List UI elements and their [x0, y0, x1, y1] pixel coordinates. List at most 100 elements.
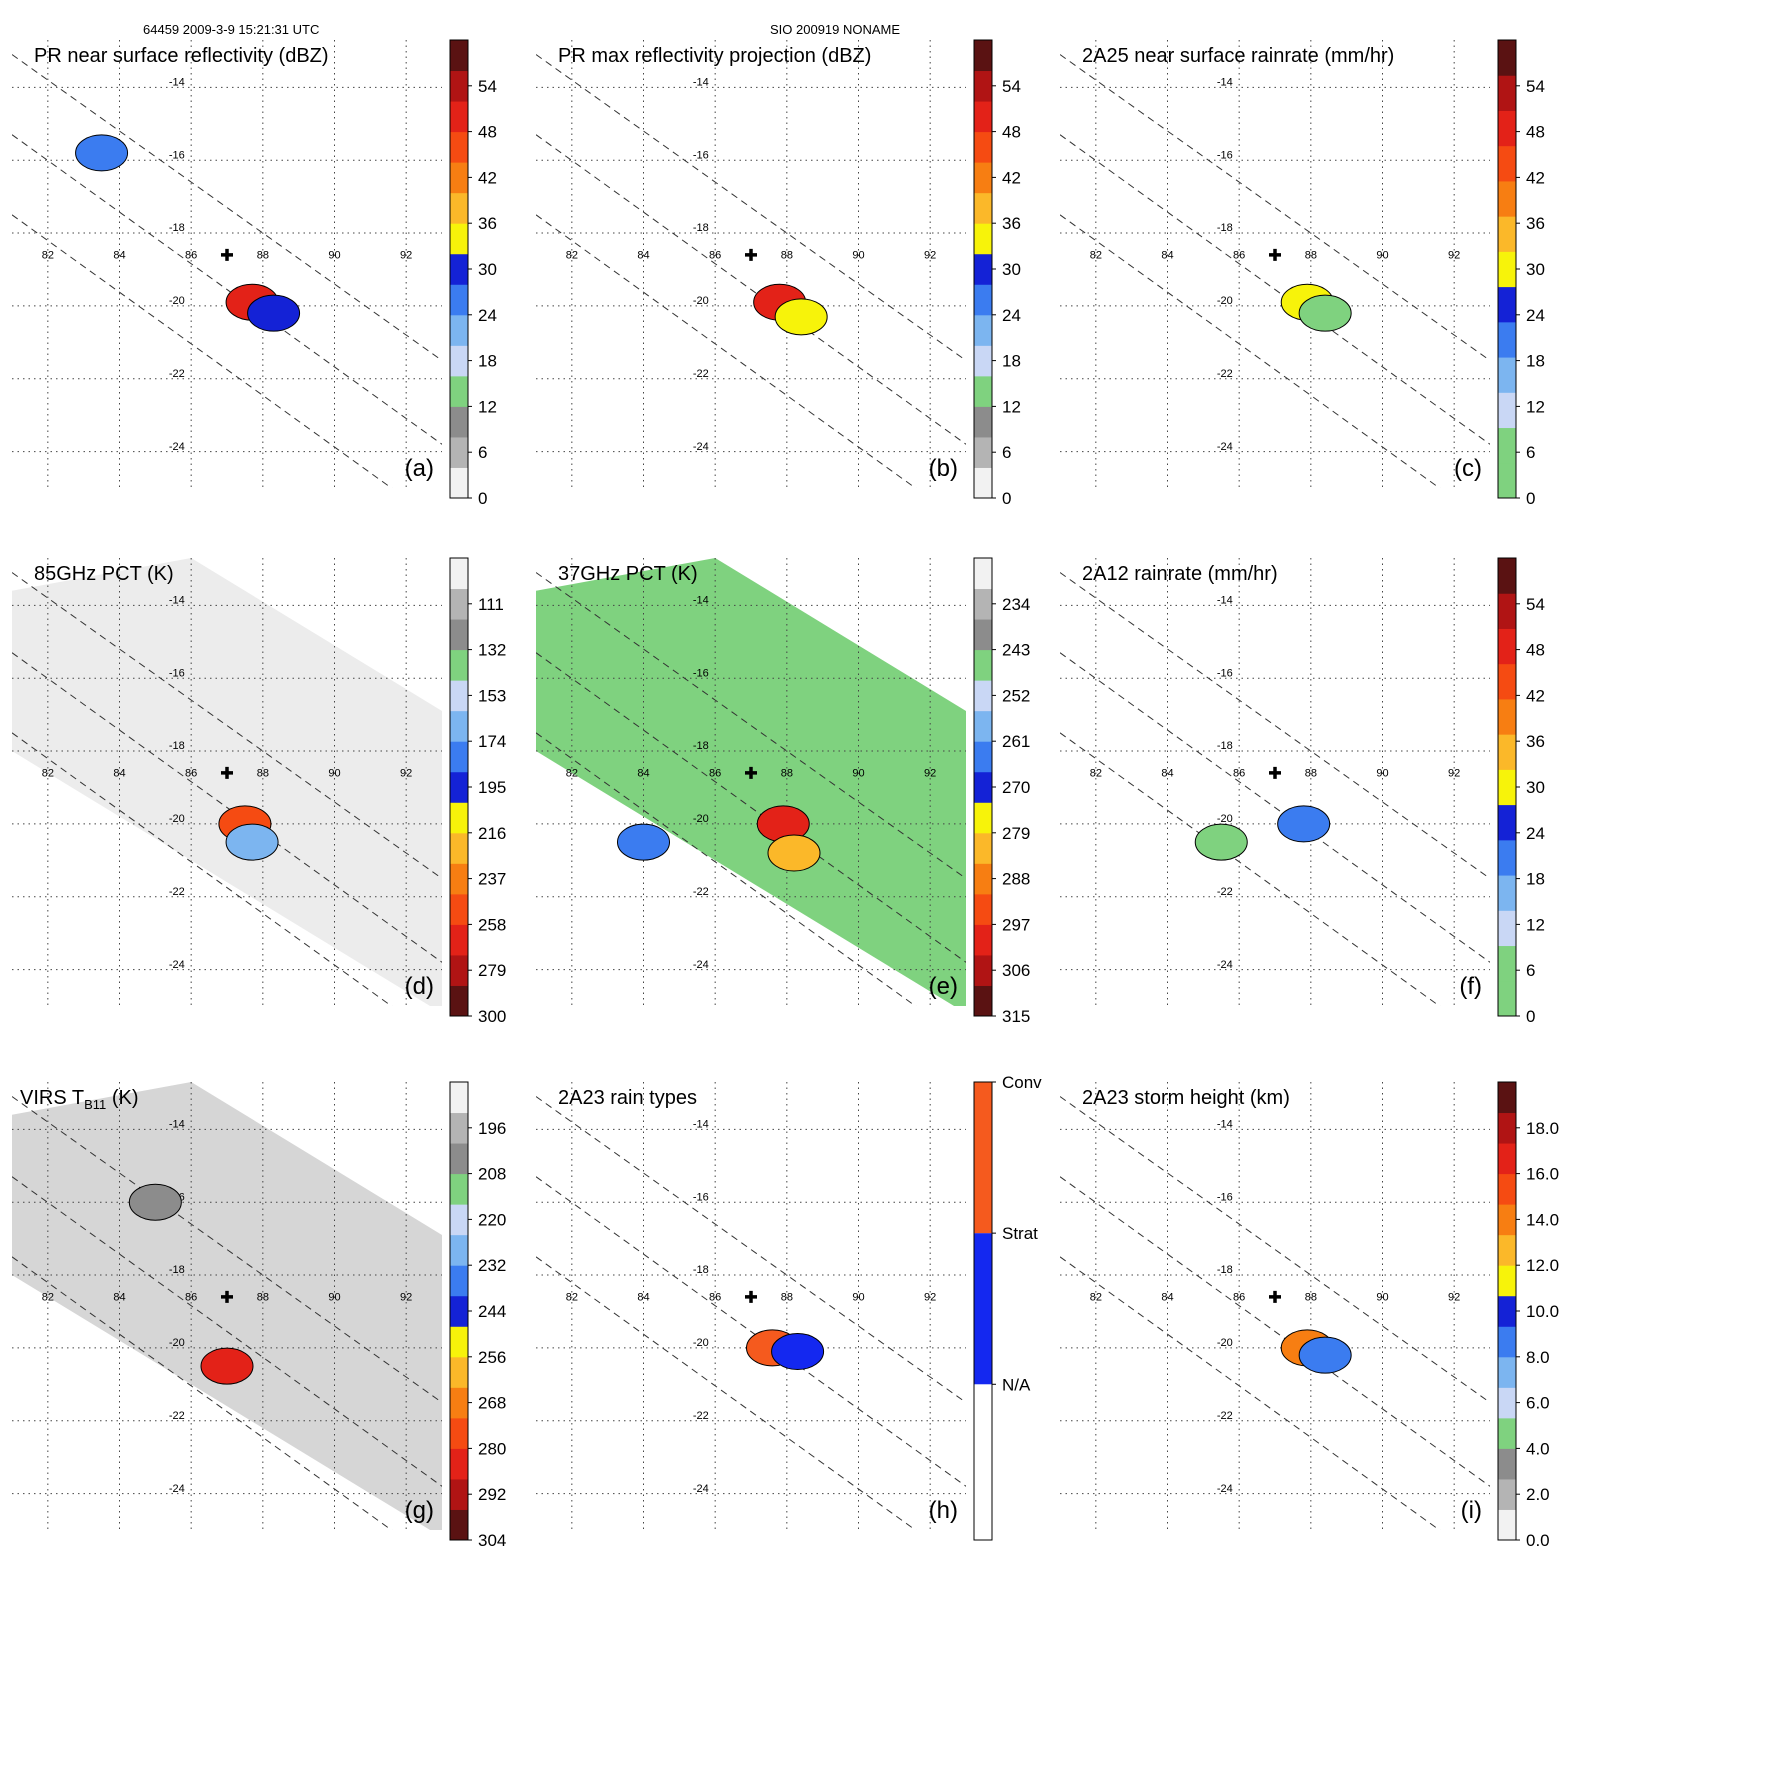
colorbar-tick-label: 4.0 — [1526, 1439, 1550, 1458]
lat-tick-label: -20 — [693, 1337, 709, 1349]
lon-tick-label: 88 — [257, 250, 269, 262]
map-area: 82 84 86 88 90 92 -14 -16 -18 -20 -22 -24 — [536, 40, 966, 488]
colorbar-tick-label: 208 — [478, 1165, 506, 1184]
panel-title: PR max reflectivity projection (dBZ) — [558, 45, 871, 67]
colorbar-tick-label: 10.0 — [1526, 1302, 1559, 1321]
lat-tick-label: -20 — [1217, 813, 1233, 825]
colorbar-segment — [1498, 392, 1516, 429]
colorbar-segment — [974, 1233, 992, 1385]
colorbar-segment — [974, 192, 992, 224]
colorbar-tick-label: N/A — [1002, 1375, 1031, 1394]
lon-tick-label: 92 — [924, 768, 936, 780]
lat-tick-label: -22 — [169, 368, 185, 380]
colorbar-segment — [1498, 321, 1516, 358]
colorbar-segment — [1498, 1448, 1516, 1480]
colorbar-tick-label: 30 — [478, 260, 497, 279]
lon-tick-label: 90 — [852, 250, 864, 262]
colorbar-segment — [450, 588, 468, 620]
lon-tick-label: 82 — [566, 250, 578, 262]
colorbar-tick-label: 111 — [478, 595, 504, 614]
colorbar-segment — [974, 467, 992, 499]
colorbar-tick-label: 36 — [1526, 732, 1545, 751]
colorbar-tick-label: 54 — [478, 77, 497, 96]
swath-edge-line — [12, 732, 393, 1006]
colorbar-segment — [450, 619, 468, 651]
storm-center-marker — [1269, 766, 1281, 779]
colorbar-tick-label: 54 — [1526, 77, 1545, 96]
lon-tick-label: 86 — [709, 250, 721, 262]
panel-title: 2A25 near surface rainrate (mm/hr) — [1082, 45, 1394, 67]
colorbar-segment — [450, 802, 468, 834]
lon-tick-label: 82 — [1090, 250, 1102, 262]
colorbar-segment — [1498, 1509, 1516, 1541]
colorbar-segment — [1498, 734, 1516, 770]
colorbar-segment — [450, 162, 468, 194]
data-point — [1194, 823, 1248, 861]
colorbar-tick-label: 12 — [1526, 397, 1545, 416]
lon-tick-label: 90 — [328, 1292, 340, 1304]
title-main: VIRS T — [20, 1087, 84, 1109]
panel-title: 2A12 rainrate (mm/hr) — [1082, 563, 1278, 585]
colorbar-segment — [1498, 628, 1516, 665]
lat-tick-label: -14 — [1217, 595, 1233, 607]
colorbar-segment — [974, 40, 992, 72]
lon-tick-label: 88 — [1305, 1292, 1317, 1304]
lat-tick-label: -22 — [693, 368, 709, 380]
lon-tick-label: 86 — [1233, 250, 1245, 262]
colorbar-segment — [1498, 1295, 1516, 1327]
colorbar-tick-label: 243 — [1002, 641, 1030, 660]
storm-center-marker — [745, 1290, 757, 1303]
data-point — [200, 1347, 254, 1385]
lon-tick-label: 90 — [328, 768, 340, 780]
colorbar-segment — [450, 1173, 468, 1205]
swath-edge-line — [12, 572, 442, 879]
lon-tick-label: 90 — [852, 1292, 864, 1304]
lon-tick-label: 90 — [1376, 768, 1388, 780]
colorbar-segment — [974, 985, 992, 1017]
colorbar-tick-label: 54 — [1002, 77, 1021, 96]
lon-tick-label: 84 — [1161, 768, 1173, 780]
lon-tick-label: 90 — [1376, 1292, 1388, 1304]
colorbar-segment — [1498, 1204, 1516, 1236]
map-area: 82 84 86 88 90 92 -14 -16 -18 -20 -22 -24 — [12, 558, 442, 1006]
map-area: 82 84 86 88 90 92 -14 -16 -18 -20 -22 -24 — [1060, 558, 1490, 1006]
lat-tick-label: -24 — [693, 1483, 709, 1495]
colorbar-tick-label: 315 — [1002, 1007, 1030, 1026]
orbit-label: 64459 2009-3-9 15:21:31 UTC — [143, 22, 320, 37]
colorbar-segment — [450, 467, 468, 499]
colorbar-tick-label: 220 — [478, 1210, 506, 1229]
colorbar-segment — [974, 345, 992, 377]
lat-tick-label: -14 — [693, 595, 709, 607]
colorbar-tick-label: 306 — [1002, 961, 1030, 980]
colorbar-tick-label: 0 — [1526, 489, 1535, 508]
colorbar-tick-label: 234 — [1002, 595, 1030, 614]
colorbar-segment — [450, 1112, 468, 1144]
colorbar-tick-label: 2.0 — [1526, 1485, 1550, 1504]
colorbar-tick-label: 132 — [478, 641, 506, 660]
panel-f: 82 84 86 88 90 92 -14 -16 -18 -20 -22 -24 2A12 rainr… — [1060, 557, 1545, 1026]
lat-tick-label: -18 — [1217, 1264, 1233, 1276]
colorbar-segment — [1498, 1326, 1516, 1358]
colorbar-segment — [450, 436, 468, 468]
lat-tick-label: -20 — [693, 813, 709, 825]
swath-edge-line — [1060, 54, 1490, 361]
colorbar-segment — [974, 314, 992, 346]
colorbar-tick-label: 14.0 — [1526, 1210, 1559, 1229]
swath-edge-line — [1060, 572, 1490, 879]
data-point — [225, 823, 279, 861]
lon-tick-label: 82 — [42, 250, 54, 262]
lat-tick-label: -24 — [1217, 959, 1233, 971]
lat-tick-label: -22 — [1217, 368, 1233, 380]
colorbar-segment — [974, 619, 992, 651]
lat-tick-label: -24 — [1217, 441, 1233, 453]
colorbar-segment — [974, 558, 992, 590]
colorbar-segment — [1498, 251, 1516, 288]
swath-background — [536, 558, 966, 1006]
lat-tick-label: -18 — [1217, 740, 1233, 752]
colorbar-tick-label: 6 — [1002, 443, 1011, 462]
colorbar-tick-label: 36 — [1002, 214, 1021, 233]
storm-center-marker — [221, 766, 233, 779]
colorbar-tick-label: 216 — [478, 824, 506, 843]
lat-tick-label: -16 — [693, 667, 709, 679]
lat-tick-label: -22 — [1217, 886, 1233, 898]
